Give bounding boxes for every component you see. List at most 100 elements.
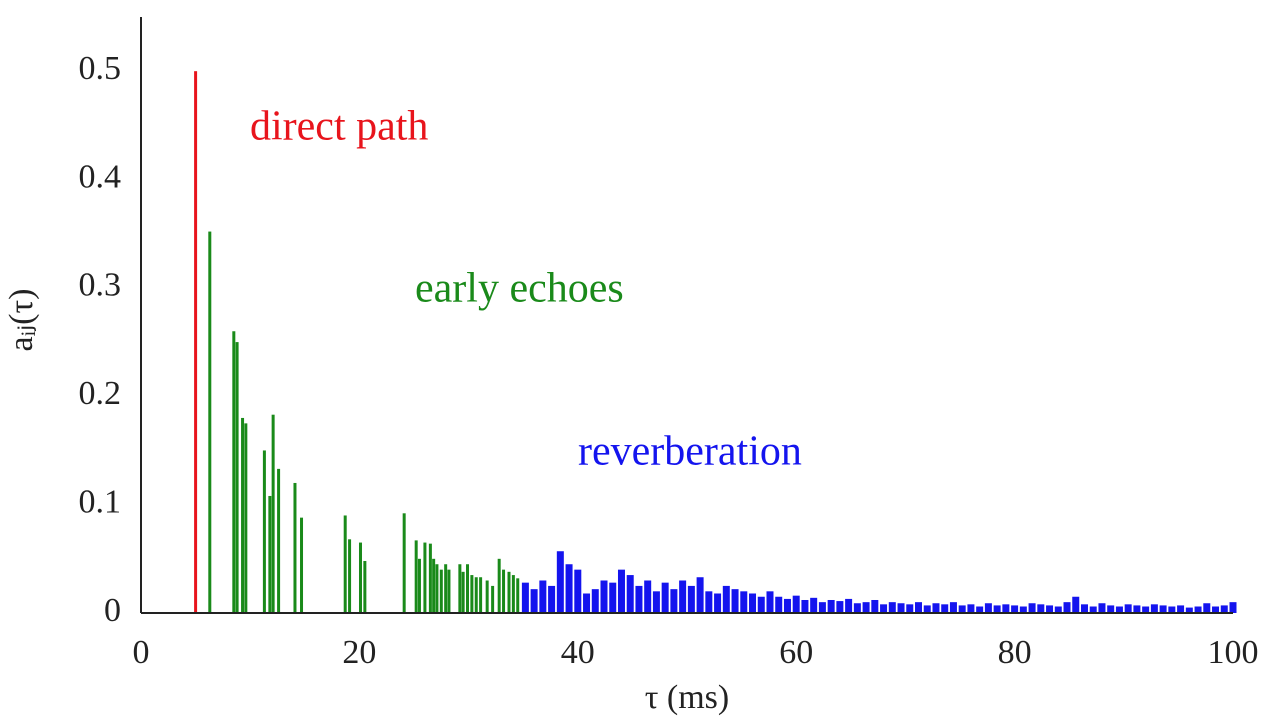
bar: [435, 564, 439, 613]
bar: [1054, 606, 1062, 613]
bar: [363, 560, 367, 613]
bar: [491, 585, 495, 613]
bar: [766, 591, 774, 613]
bar: [447, 569, 451, 613]
bar: [1019, 606, 1027, 613]
bar: [644, 580, 652, 613]
bar: [277, 468, 281, 613]
bar: [1037, 604, 1045, 613]
bar: [521, 582, 529, 613]
bar: [1203, 603, 1211, 613]
bar: [1080, 604, 1088, 613]
x-tick-label: 40: [561, 634, 595, 671]
bar: [661, 582, 669, 613]
bar: [731, 589, 739, 613]
bar: [507, 571, 511, 613]
bar: [565, 564, 573, 613]
bar: [1107, 605, 1115, 613]
bar: [358, 542, 362, 613]
bar: [1150, 604, 1158, 613]
bar: [801, 599, 809, 613]
bar: [583, 593, 591, 613]
bar: [235, 342, 239, 613]
x-tick-label: 0: [133, 634, 150, 671]
x-tick-label: 80: [998, 634, 1032, 671]
bar: [241, 417, 245, 613]
bar: [880, 604, 888, 613]
bar: [836, 601, 844, 613]
bar: [556, 551, 564, 613]
bar: [591, 589, 599, 613]
bar: [993, 605, 1001, 613]
bar: [1115, 606, 1123, 613]
bar: [679, 580, 687, 613]
bar: [1046, 605, 1054, 613]
y-tick-label: 0.2: [79, 375, 122, 412]
bar: [1194, 606, 1202, 613]
bar: [574, 569, 582, 613]
bar: [714, 593, 722, 613]
x-tick-label: 100: [1208, 634, 1259, 671]
y-tick-label: 0.4: [79, 158, 122, 195]
bar: [687, 585, 695, 613]
bar: [635, 585, 643, 613]
bar: [485, 580, 489, 613]
bar: [941, 604, 949, 613]
bar: [845, 598, 853, 613]
bar: [775, 596, 783, 613]
annotation: early echoes: [415, 266, 624, 312]
bar: [1159, 605, 1167, 613]
bar: [466, 564, 470, 613]
bar: [670, 589, 678, 613]
bar: [897, 603, 905, 613]
x-tick-label: 60: [779, 634, 813, 671]
bar: [976, 606, 984, 613]
bar: [497, 558, 501, 613]
bar: [428, 543, 432, 613]
bar: [232, 331, 236, 613]
bar: [740, 591, 748, 613]
bar: [1168, 606, 1176, 613]
bar: [432, 558, 436, 613]
bar: [271, 414, 275, 613]
bar: [461, 571, 465, 613]
bar: [984, 603, 992, 613]
bar: [705, 591, 713, 613]
bar: [967, 604, 975, 613]
bar: [958, 605, 966, 613]
bar: [458, 564, 462, 613]
bar: [1124, 604, 1132, 613]
bar: [1098, 603, 1106, 613]
bar: [268, 495, 272, 613]
bar: [626, 575, 634, 613]
bar: [853, 603, 861, 613]
bar: [502, 569, 506, 613]
bar: [783, 598, 791, 613]
bar: [470, 575, 474, 613]
bar: [1072, 596, 1080, 613]
bar: [1212, 606, 1220, 613]
bar: [949, 602, 957, 613]
bar: [827, 599, 835, 613]
bar: [862, 602, 870, 613]
bar: [1133, 605, 1141, 613]
bar: [810, 597, 818, 613]
bar: [932, 603, 940, 613]
bar: [511, 575, 515, 613]
bar: [1028, 603, 1036, 613]
bar: [818, 602, 826, 613]
bar: [417, 558, 421, 613]
bar: [600, 580, 608, 613]
bar: [792, 595, 800, 613]
y-tick-label: 0.1: [79, 483, 122, 520]
bar: [343, 515, 347, 613]
bar: [609, 582, 617, 613]
bar: [414, 540, 418, 613]
y-tick-label: 0.3: [79, 267, 122, 304]
bar: [617, 569, 625, 613]
bar: [915, 602, 923, 613]
bar: [479, 577, 483, 613]
y-axis-label: aᵢⱼ(τ): [3, 289, 40, 352]
bar: [1011, 605, 1019, 613]
